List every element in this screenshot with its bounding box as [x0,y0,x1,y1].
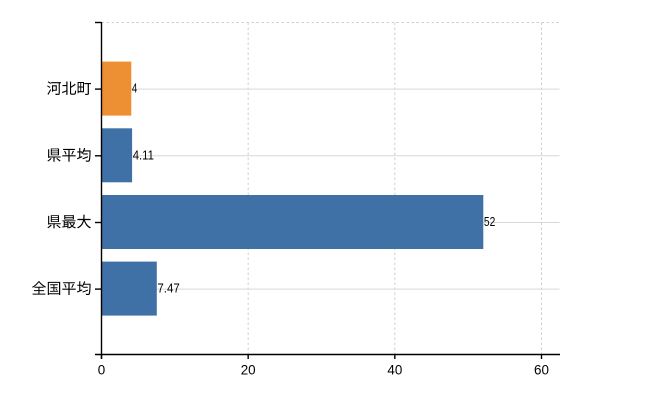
svg-text:52: 52 [484,214,495,229]
svg-text:4: 4 [132,81,137,96]
svg-text:4.11: 4.11 [133,147,154,162]
svg-text:20: 20 [241,362,256,377]
svg-text:60: 60 [534,362,549,377]
svg-text:40: 40 [387,362,402,377]
svg-text:0: 0 [98,362,105,377]
svg-text:7.47: 7.47 [157,281,179,296]
